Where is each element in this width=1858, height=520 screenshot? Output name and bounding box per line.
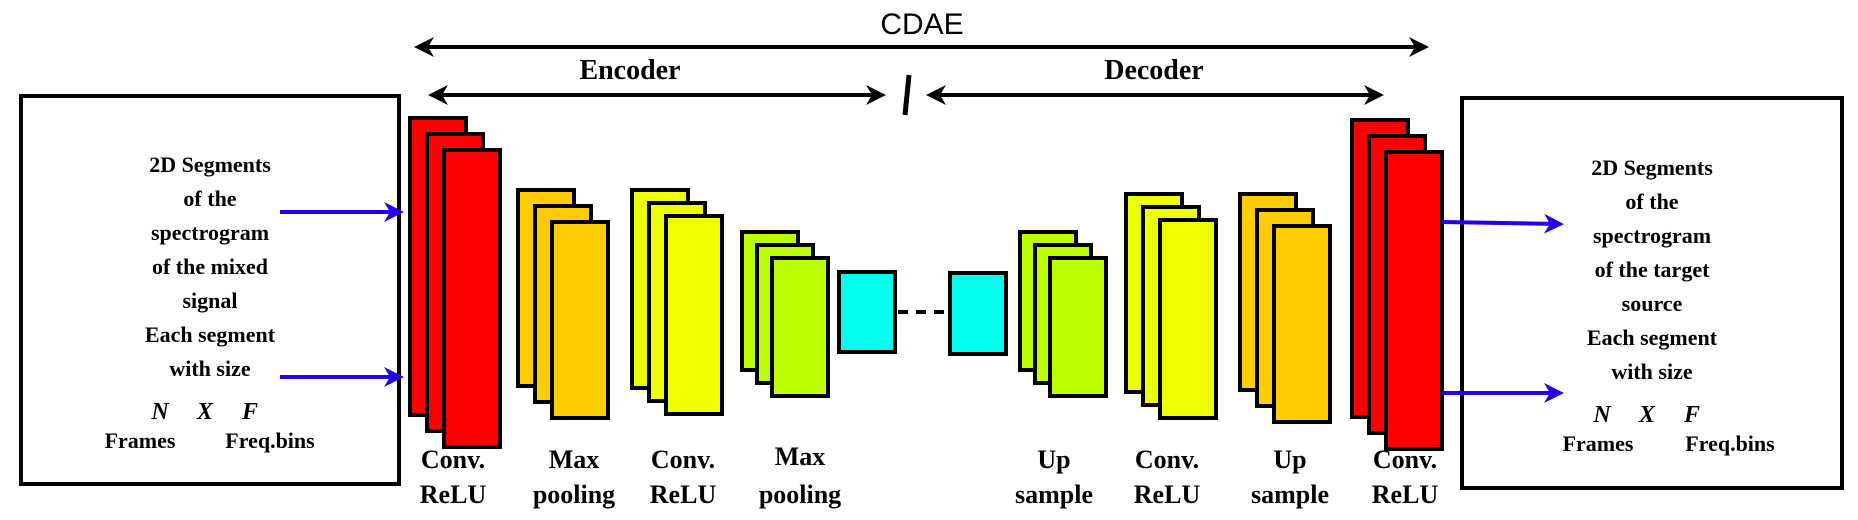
dimension-symbol: N: [150, 399, 170, 425]
dimension-symbol: F: [1683, 402, 1700, 428]
layer-stack: [408, 116, 502, 449]
feature-map: [442, 148, 502, 449]
feature-map: [550, 220, 610, 420]
feature-map: [770, 256, 830, 398]
cdae-title: CDAE: [880, 8, 963, 41]
layer-stack: [1018, 230, 1108, 398]
layer-caption-line2: sample: [1015, 480, 1093, 509]
feature-map: [664, 214, 724, 416]
box-text-line: of the: [1625, 189, 1678, 214]
dimension-symbol: X: [1638, 402, 1656, 428]
dimension-symbol: N: [1592, 402, 1612, 428]
layer-caption-line1: Conv.: [651, 445, 715, 474]
layer-stack: [740, 230, 830, 398]
dimension-unit: Freq.bins: [1685, 431, 1775, 456]
layer-caption-line1: Up: [1273, 445, 1306, 474]
box-text-line: Each segment: [1587, 325, 1718, 350]
feature-map: [837, 270, 897, 354]
box-text-line: source: [1622, 291, 1683, 316]
input-box: 2D Segments of the spectrogram of the mixed…: [19, 94, 401, 486]
layer-stack: [516, 188, 610, 420]
decoder-label: Decoder: [1104, 55, 1204, 86]
layer-caption-line1: Conv.: [421, 445, 485, 474]
layer-stack: [1238, 192, 1332, 424]
layer-caption-line1: Max: [549, 445, 600, 474]
dimension-symbol: X: [196, 399, 214, 425]
feature-map: [948, 271, 1008, 356]
layer-caption-line2: ReLU: [650, 480, 717, 509]
output-arrow-top: [1441, 213, 1564, 234]
encoder-decoder-divider: [902, 74, 912, 116]
layer-caption-line1: Up: [1037, 445, 1070, 474]
box-text-line: with size: [169, 356, 251, 381]
box-text-line: spectrogram: [151, 220, 269, 245]
box-text-line: with size: [1611, 359, 1693, 384]
layer-caption-line2: pooling: [533, 480, 615, 509]
layer-stack: [837, 270, 897, 354]
layer-caption-line2: ReLU: [1372, 480, 1439, 509]
box-text-line: Each segment: [145, 322, 276, 347]
feature-map: [1384, 150, 1444, 451]
dimension-unit: Frames: [1563, 431, 1634, 456]
box-text-line: 2D Segments: [1591, 155, 1713, 180]
layer-stack: [948, 271, 1008, 356]
feature-map: [1272, 224, 1332, 424]
dimension-symbol: F: [241, 399, 258, 425]
layer-stack: [1350, 118, 1444, 451]
layer-caption-line2: sample: [1251, 480, 1329, 509]
box-text-line: of the: [183, 186, 236, 211]
layer-caption-line1: Conv.: [1135, 445, 1199, 474]
layer-stack: [1124, 192, 1218, 420]
layer-caption-line2: ReLU: [1134, 480, 1201, 509]
encoder-label: Encoder: [579, 55, 680, 86]
output-box: 2D Segments of the spectrogram of the targe…: [1460, 96, 1844, 490]
dimension-unit: Frames: [105, 428, 176, 453]
box-text-line: 2D Segments: [149, 152, 271, 177]
box-text-line: spectrogram: [1593, 223, 1711, 248]
feature-map: [1048, 256, 1108, 398]
feature-map: [1158, 218, 1218, 420]
box-text-line: signal: [182, 288, 237, 313]
layer-caption-line1: Max: [775, 442, 826, 471]
layer-caption-line1: Conv.: [1373, 445, 1437, 474]
dimension-unit: Freq.bins: [225, 428, 315, 453]
layer-caption-line2: pooling: [759, 480, 841, 509]
box-text-line: of the mixed: [152, 254, 268, 279]
layer-caption-line2: ReLU: [420, 480, 487, 509]
layer-stack: [630, 188, 724, 416]
box-text-line: of the target: [1595, 257, 1711, 282]
